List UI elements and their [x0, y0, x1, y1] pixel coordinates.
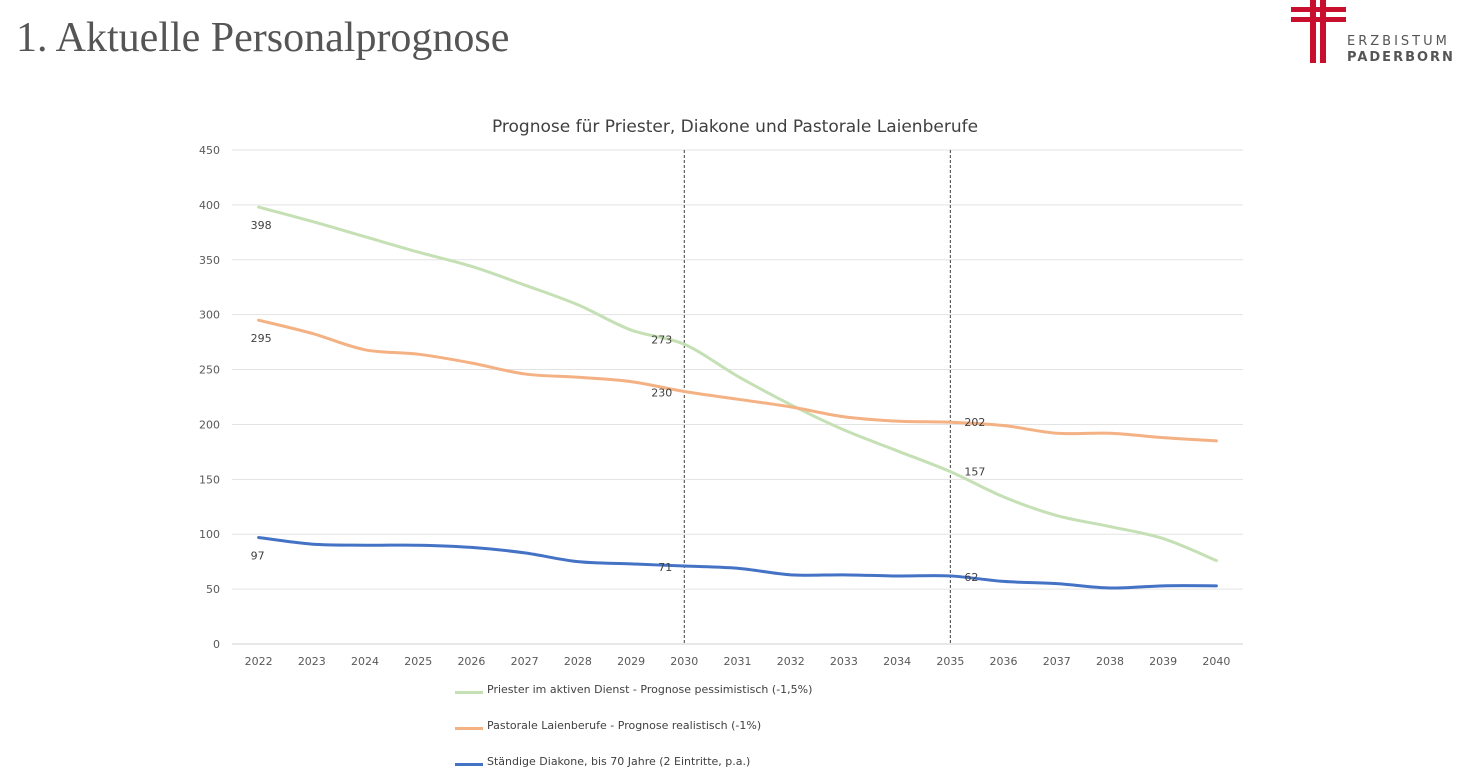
legend-label: Priester im aktiven Dienst - Prognose pe… — [487, 683, 813, 696]
data-label: 295 — [251, 332, 272, 345]
chart-title: Prognose für Priester, Diakone und Pasto… — [491, 117, 979, 137]
x-tick-label: 2030 — [670, 655, 698, 668]
y-tick-label: 150 — [199, 473, 220, 486]
data-label: 71 — [658, 561, 672, 574]
x-tick-label: 2031 — [724, 655, 752, 668]
erzbistum-logo — [1291, 0, 1346, 63]
x-tick-label: 2037 — [1043, 655, 1071, 668]
x-tick-label: 2040 — [1202, 655, 1230, 668]
data-label: 230 — [651, 387, 672, 400]
x-tick-label: 2028 — [564, 655, 592, 668]
data-label: 398 — [251, 219, 272, 232]
data-label: 273 — [651, 333, 672, 346]
data-label: 62 — [964, 571, 978, 584]
x-tick-label: 2024 — [351, 655, 379, 668]
data-label: 97 — [251, 550, 265, 563]
x-tick-label: 2034 — [883, 655, 911, 668]
legend-item-3: Ständige Diakone, bis 70 Jahre (2 Eintri… — [455, 755, 875, 773]
data-label: 157 — [964, 466, 985, 479]
y-tick-label: 100 — [199, 528, 220, 541]
x-tick-label: 2039 — [1149, 655, 1177, 668]
y-tick-label: 450 — [199, 144, 220, 157]
slide-title: 1. Aktuelle Personalprognose — [16, 15, 510, 61]
x-tick-label: 2026 — [457, 655, 485, 668]
x-tick-label: 2023 — [298, 655, 326, 668]
legend-label: Pastorale Laienberufe - Prognose realist… — [487, 719, 762, 732]
series-line-3 — [257, 536, 1218, 590]
x-tick-label: 2035 — [936, 655, 964, 668]
series-line-1 — [257, 205, 1218, 563]
x-tick-label: 2033 — [830, 655, 858, 668]
y-tick-label: 250 — [199, 364, 220, 377]
x-tick-label: 2038 — [1096, 655, 1124, 668]
y-tick-label: 300 — [199, 309, 220, 322]
x-tick-label: 2032 — [777, 655, 805, 668]
y-tick-label: 350 — [199, 254, 220, 267]
logo-text-line2: PADERBORN — [1347, 50, 1455, 65]
x-tick-label: 2029 — [617, 655, 645, 668]
x-tick-label: 2025 — [404, 655, 432, 668]
legend-label: Ständige Diakone, bis 70 Jahre (2 Eintri… — [487, 755, 751, 768]
y-tick-label: 0 — [213, 638, 220, 651]
legend-swatch — [455, 763, 483, 766]
y-tick-label: 400 — [199, 199, 220, 212]
legend-swatch — [455, 691, 483, 694]
legend-item-1: Priester im aktiven Dienst - Prognose pe… — [455, 683, 875, 701]
y-tick-label: 50 — [206, 583, 220, 596]
logo-text-line1: ERZBISTUM — [1347, 34, 1450, 49]
x-tick-label: 2027 — [511, 655, 539, 668]
legend-item-2: Pastorale Laienberufe - Prognose realist… — [455, 719, 875, 737]
data-label: 202 — [964, 416, 985, 429]
legend-swatch — [455, 727, 483, 730]
series-line-2 — [257, 318, 1218, 443]
x-tick-label: 2036 — [990, 655, 1018, 668]
y-tick-label: 200 — [199, 418, 220, 431]
cross-icon — [1291, 0, 1346, 63]
x-tick-label: 2022 — [245, 655, 273, 668]
